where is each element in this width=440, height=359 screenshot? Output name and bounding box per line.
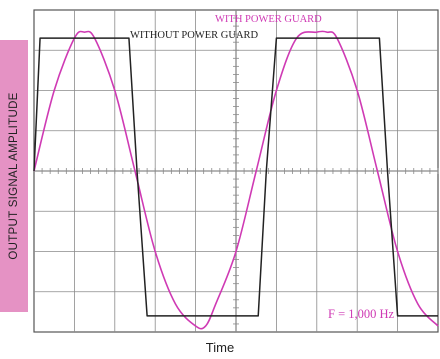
series-with-power-guard [33, 30, 439, 330]
y-axis-label: OUTPUT SIGNAL AMPLITUDE [8, 92, 20, 260]
with-power-guard-label: WITH POWER GUARD [215, 14, 322, 25]
grid [34, 10, 439, 332]
series-without-power-guard [33, 37, 438, 317]
without-power-guard-label: WITHOUT POWER GUARD [130, 30, 259, 41]
series-layer [33, 30, 439, 330]
frequency-label: F = 1,000 Hz [328, 307, 395, 321]
x-axis-label: Time [205, 340, 235, 355]
y-axis-label-box [0, 40, 28, 312]
